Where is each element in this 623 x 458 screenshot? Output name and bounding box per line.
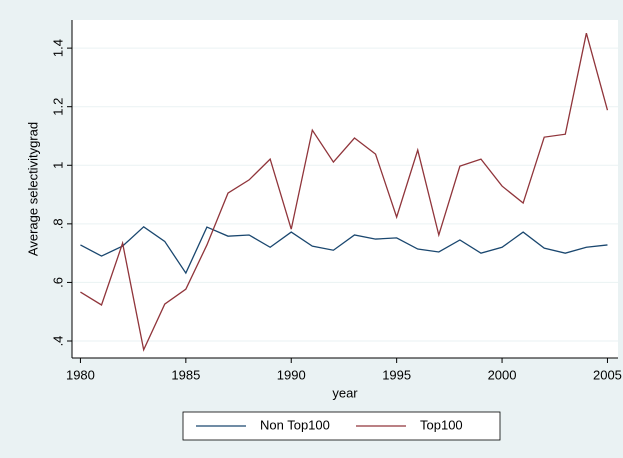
legend-label: Top100 bbox=[420, 417, 463, 432]
x-tick-label: 1985 bbox=[171, 367, 200, 382]
x-tick-label: 1990 bbox=[277, 367, 306, 382]
x-tick-label: 2005 bbox=[593, 367, 622, 382]
x-tick-label: 1995 bbox=[382, 367, 411, 382]
y-tick-label: 1 bbox=[50, 162, 65, 169]
y-tick-label: .8 bbox=[50, 218, 65, 229]
y-axis-label: Average selectivitygrad bbox=[25, 122, 40, 256]
line-series bbox=[80, 225, 608, 275]
line-series bbox=[80, 33, 609, 352]
x-axis-label: year bbox=[332, 385, 358, 400]
x-tick-label: 1980 bbox=[66, 367, 95, 382]
y-tick-label: 1.4 bbox=[50, 39, 65, 57]
y-tick-label: .4 bbox=[50, 336, 65, 347]
x-tick-label: 2000 bbox=[488, 367, 517, 382]
y-tick-label: .6 bbox=[50, 277, 65, 288]
plot-area bbox=[72, 20, 618, 358]
y-tick-label: 1.2 bbox=[50, 98, 65, 116]
legend-label: Non Top100 bbox=[260, 417, 330, 432]
